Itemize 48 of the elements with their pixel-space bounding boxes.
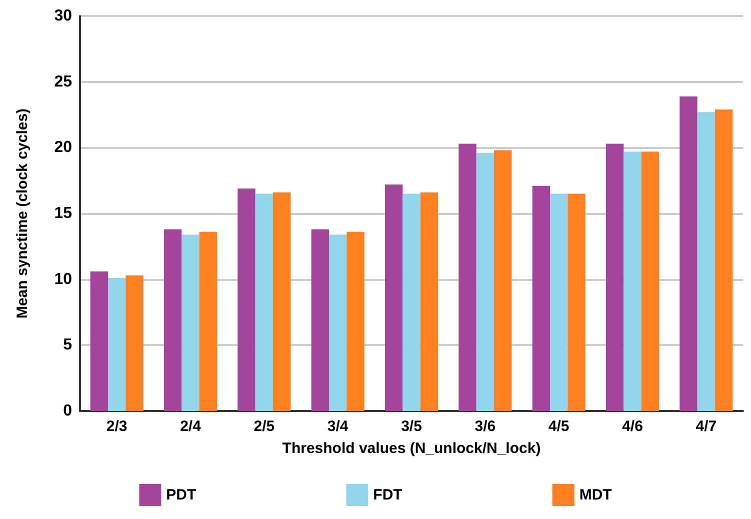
bar [199, 232, 218, 411]
y-tick-label: 15 [54, 205, 72, 222]
x-tick-label: 3/6 [474, 418, 496, 435]
bar [680, 96, 698, 411]
y-tick-label: 10 [54, 270, 72, 288]
bar [273, 192, 291, 411]
bar [641, 152, 660, 411]
bar [715, 109, 733, 411]
bar [420, 192, 438, 411]
bar [606, 144, 624, 411]
bar [108, 278, 126, 411]
x-tick-label: 4/6 [622, 418, 643, 435]
x-tick-label: 2/4 [180, 418, 202, 435]
bar [384, 184, 403, 411]
y-axis-title: Mean synctime (clock cycles) [14, 108, 31, 319]
x-axis-title: Threshold values (N_unlock/N_lock) [282, 440, 541, 457]
bar [568, 194, 586, 411]
x-tick-label: 4/5 [548, 418, 570, 435]
bar [550, 194, 568, 411]
bar [238, 188, 256, 411]
bar [458, 144, 476, 411]
x-tick-label: 3/4 [327, 418, 349, 435]
bar [182, 234, 200, 411]
y-tick-label: 25 [54, 73, 72, 90]
x-tick-label: 4/7 [696, 418, 717, 435]
bar [255, 194, 274, 411]
x-tick-label: 3/5 [401, 418, 422, 435]
bar [126, 275, 144, 411]
bar [90, 271, 108, 411]
bar [494, 150, 512, 411]
legend-label: PDT [166, 486, 196, 504]
bar [164, 229, 182, 411]
bar [697, 112, 716, 411]
bar [532, 186, 550, 411]
bar [402, 194, 420, 411]
legend-label: MDT [579, 486, 612, 504]
y-tick-label: 30 [54, 8, 72, 24]
bar [346, 232, 364, 411]
bar [624, 152, 642, 411]
bar [328, 234, 347, 411]
bar [311, 229, 329, 411]
legend-label: FDT [373, 486, 402, 504]
y-tick-label: 20 [54, 139, 72, 156]
y-tick-label: 5 [63, 336, 72, 354]
y-tick-label: 0 [63, 402, 72, 420]
x-tick-label: 2/5 [254, 418, 275, 435]
bar [476, 152, 494, 411]
x-tick-label: 2/3 [106, 418, 128, 435]
